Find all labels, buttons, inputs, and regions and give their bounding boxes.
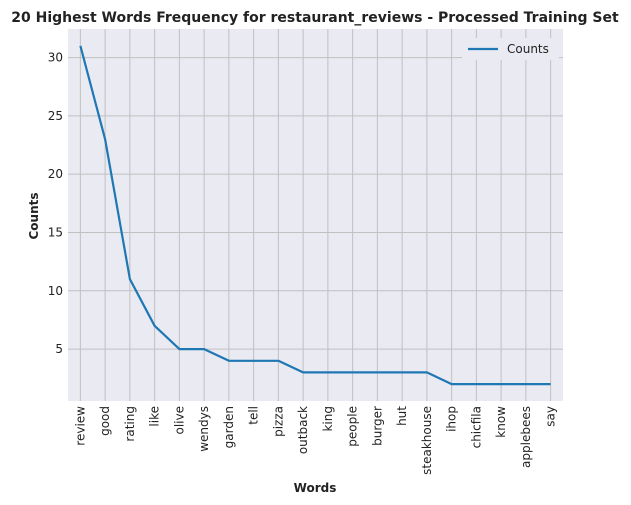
y-tick-label: 10 bbox=[48, 284, 63, 298]
legend: Counts bbox=[462, 38, 559, 60]
x-tick-label: tell bbox=[247, 406, 261, 425]
legend-box bbox=[462, 38, 559, 60]
x-tick-label: know bbox=[494, 406, 508, 438]
x-tick-label: wendys bbox=[197, 406, 211, 452]
x-tick-label: olive bbox=[172, 406, 186, 435]
x-tick-label: rating bbox=[123, 406, 137, 442]
y-tick-label: 20 bbox=[48, 167, 63, 181]
y-tick-label: 25 bbox=[48, 109, 63, 123]
x-tick-label: say bbox=[544, 406, 558, 427]
series-line-counts bbox=[79, 45, 551, 386]
x-tick-label: hut bbox=[395, 406, 409, 426]
x-tick-label: like bbox=[148, 406, 162, 427]
plot-area bbox=[68, 29, 563, 401]
legend-label-counts: Counts bbox=[507, 42, 549, 56]
x-gridlines bbox=[79, 29, 552, 401]
y-tick-label: 5 bbox=[55, 342, 63, 356]
x-tick-label: garden bbox=[222, 406, 236, 448]
chart-title: 20 Highest Words Frequency for restauran… bbox=[11, 10, 619, 26]
x-axis-label: Words bbox=[294, 481, 337, 495]
x-tick-label: king bbox=[321, 406, 335, 432]
x-tick-label: steakhouse bbox=[420, 406, 434, 475]
x-tick-label: burger bbox=[370, 406, 384, 446]
x-tick-label: ihop bbox=[445, 406, 459, 432]
y-axis-label: Counts bbox=[27, 192, 41, 239]
x-tick-label: good bbox=[98, 406, 112, 436]
x-tick-label: review bbox=[73, 406, 87, 446]
x-tick-label: applebees bbox=[519, 406, 533, 468]
y-tick-labels: 5 10 15 20 25 30 bbox=[48, 51, 63, 357]
x-tick-label: outback bbox=[296, 406, 310, 454]
y-gridlines bbox=[68, 57, 563, 350]
x-tick-labels: review good rating like olive wendys garden tel… bbox=[73, 406, 557, 475]
y-tick-label: 30 bbox=[48, 51, 63, 65]
y-tick-label: 15 bbox=[48, 225, 63, 239]
x-tick-label: people bbox=[346, 406, 360, 447]
x-tick-label: pizza bbox=[271, 406, 285, 437]
x-tick-label: chicfila bbox=[469, 406, 483, 448]
